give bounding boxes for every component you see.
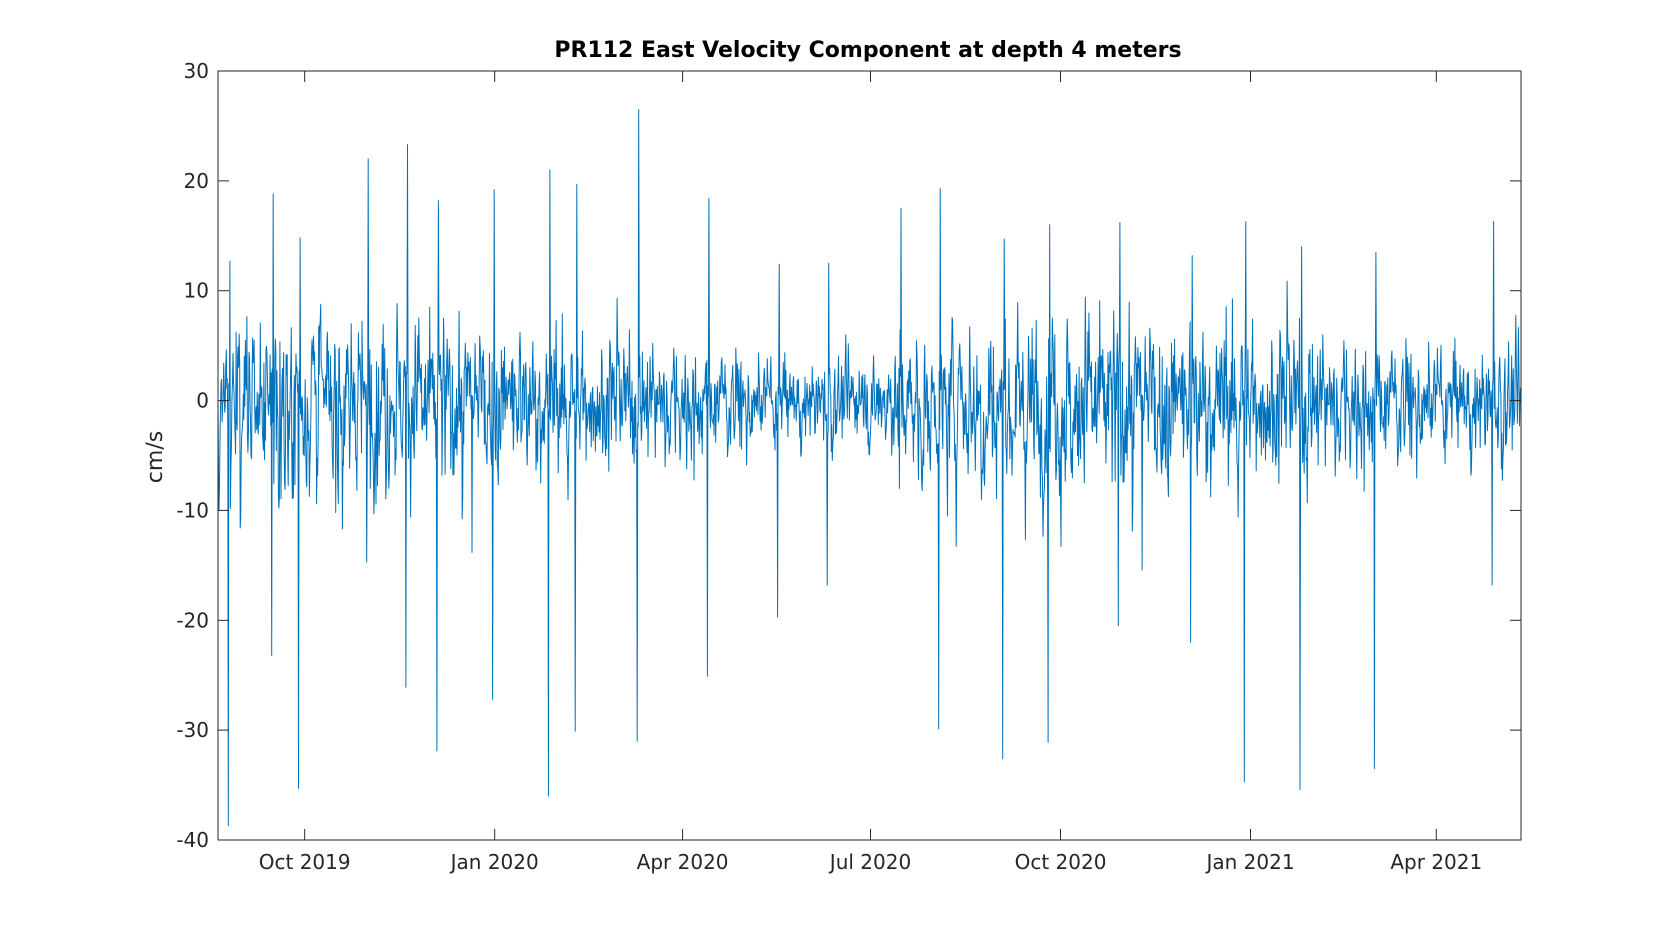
x-tick-label: Apr 2021 [1390, 850, 1482, 874]
y-tick-label: 0 [196, 389, 209, 413]
y-axis-label: cm/s [143, 431, 168, 483]
axes-box [217, 70, 1522, 841]
axes-layer: -40 -30 -20 -10 0 10 20 30 Oct 2019 Jan 2020 Apr 2… [176, 59, 1522, 874]
x-tick-label: Jan 2020 [449, 850, 539, 874]
x-tick-label: Oct 2020 [1015, 850, 1107, 874]
chart-title: PR112 East Velocity Component at depth 4… [554, 38, 1181, 63]
plot-series-layer [217, 109, 1522, 827]
x-tick-label: Jan 2021 [1204, 850, 1294, 874]
x-tick-label: Oct 2019 [259, 850, 351, 874]
y-tick-label: 10 [184, 279, 209, 303]
series-line-east-velocity [217, 109, 1522, 827]
x-tick-label: Jul 2020 [828, 850, 911, 874]
x-tick-label: Apr 2020 [637, 850, 729, 874]
y-tick-label: -10 [176, 498, 209, 522]
y-tick-label: 20 [184, 169, 209, 193]
y-tick-label: 30 [184, 59, 209, 83]
y-tick-label: -20 [176, 608, 209, 632]
y-tick-label: -30 [176, 718, 209, 742]
y-tick-label: -40 [176, 828, 209, 852]
